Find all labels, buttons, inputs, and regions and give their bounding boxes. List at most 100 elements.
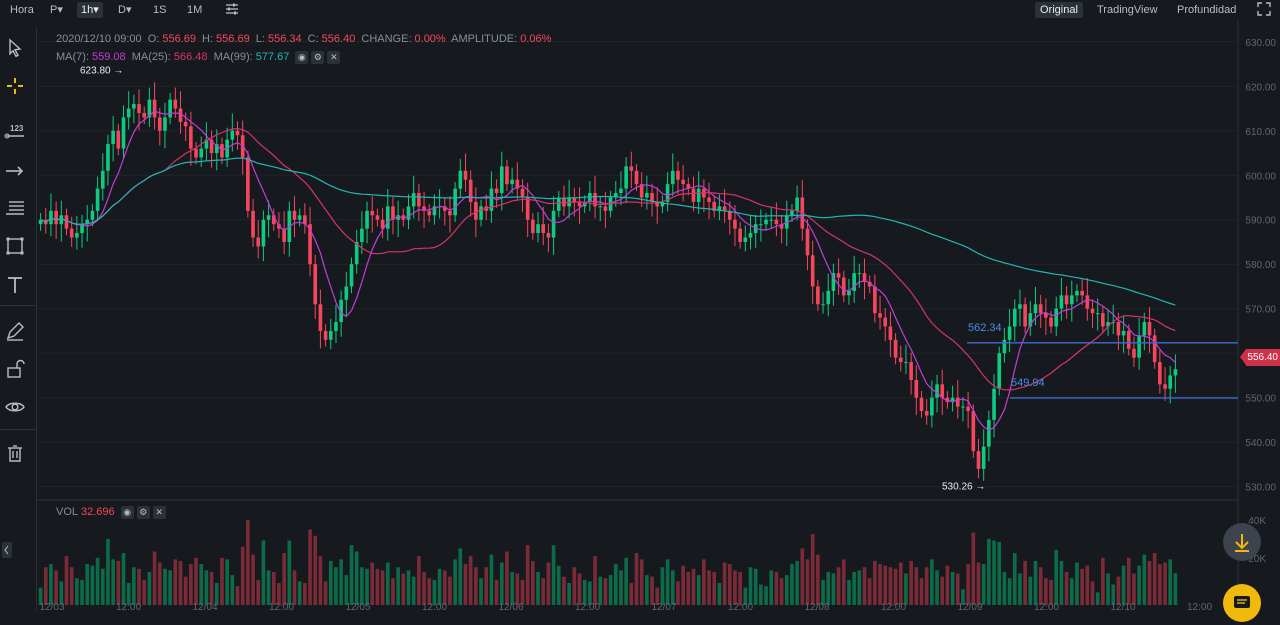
indicator-settings-icon[interactable] <box>225 2 239 18</box>
view-original[interactable]: Original <box>1035 2 1083 18</box>
volume-bar <box>1054 549 1059 605</box>
vol-close-icon[interactable]: ✕ <box>152 506 166 519</box>
volume-bar <box>696 575 701 605</box>
timeframe-period-dropdown[interactable]: P▾ <box>50 4 63 16</box>
vol-visibility-eye-icon[interactable]: ◉ <box>120 506 134 519</box>
crosshair-icon[interactable] <box>4 75 26 97</box>
candle-body <box>303 215 307 225</box>
chat-bubble-icon <box>1234 596 1250 608</box>
x-tick-label: 12/09 <box>957 602 982 611</box>
scroll-to-latest-button[interactable] <box>1223 523 1261 561</box>
candle-body <box>256 237 261 247</box>
volume-bar <box>1126 557 1131 605</box>
candle-body <box>790 210 794 216</box>
cursor-arrow-icon[interactable] <box>4 37 26 59</box>
candle-body <box>1064 295 1069 305</box>
volume-bar <box>163 568 167 605</box>
candle-body <box>619 188 623 194</box>
candle-body <box>665 184 670 202</box>
vol-settings-gear-icon[interactable]: ⚙ <box>136 506 150 519</box>
text-tool-icon[interactable] <box>4 274 26 296</box>
fullscreen-icon[interactable] <box>1257 2 1271 18</box>
volume-bar <box>805 559 810 605</box>
volume-bar <box>1007 578 1012 605</box>
x-tick-label: 12:00 <box>1187 602 1212 611</box>
volume-bar <box>1168 559 1173 605</box>
fib-lines-icon[interactable] <box>4 197 26 219</box>
volume-bar <box>313 535 318 605</box>
candle-body <box>613 193 618 198</box>
volume-bar <box>396 567 400 605</box>
timeframe-1h-dropdown[interactable]: 1h▾ <box>77 2 103 18</box>
volume-bar <box>463 564 468 605</box>
ohlc-amplitude: 0.06% <box>520 33 552 45</box>
candle-body <box>189 126 193 149</box>
volume-bar <box>556 565 561 605</box>
candle-body <box>759 224 763 226</box>
volume-bar <box>826 571 831 605</box>
volume-bar <box>733 570 737 605</box>
volume-bar <box>987 538 991 605</box>
x-tick-label: 12/06 <box>498 602 523 611</box>
volume-bar <box>779 578 784 605</box>
candle-body <box>375 215 380 220</box>
candle-body <box>1023 304 1027 327</box>
ma-settings-gear-icon[interactable]: ⚙ <box>311 51 325 64</box>
volume-bar <box>971 532 976 605</box>
ray-line-icon[interactable] <box>4 160 26 182</box>
timeframe-hora[interactable]: Hora <box>10 4 34 16</box>
candle-body <box>836 273 841 278</box>
volume-bar <box>64 556 69 605</box>
x-tick-label: 12:00 <box>116 602 141 611</box>
candle-body <box>898 357 903 363</box>
ma-close-icon[interactable]: ✕ <box>327 51 341 64</box>
unlock-icon[interactable] <box>4 358 26 380</box>
y-tick-label: 590.00 <box>1245 216 1276 227</box>
pencil-edit-icon[interactable] <box>4 320 26 342</box>
volume-bar <box>665 559 670 605</box>
volume-bar <box>308 529 312 605</box>
volume-bar <box>344 575 349 605</box>
volume-bar <box>748 567 753 605</box>
candle-body <box>826 290 831 305</box>
volume-bar <box>505 551 509 605</box>
volume-bar <box>292 570 297 605</box>
volume-bar <box>1023 560 1027 605</box>
timeframe-1m[interactable]: 1M <box>187 4 203 16</box>
volume-bar <box>1163 562 1167 605</box>
collapse-toolbar-button[interactable] <box>2 542 12 558</box>
trash-delete-icon[interactable] <box>4 442 26 464</box>
volume-bar <box>1049 579 1053 605</box>
volume-bar <box>132 567 136 605</box>
volume-bar <box>1033 560 1038 605</box>
candle-body <box>116 130 121 149</box>
candle-body <box>147 99 152 118</box>
ma-visibility-eye-icon[interactable]: ◉ <box>295 51 309 64</box>
volume-bar <box>116 560 121 605</box>
candle-body <box>1101 313 1105 327</box>
candle-body <box>266 215 271 220</box>
candle-body <box>634 170 639 185</box>
candle-body <box>940 384 945 398</box>
view-profundidad[interactable]: Profundidad <box>1177 4 1237 16</box>
candle-body <box>629 166 634 171</box>
volume-bar <box>603 578 608 605</box>
timeframe-1s[interactable]: 1S <box>153 4 167 16</box>
volume-bar <box>100 568 105 605</box>
eye-visibility-icon[interactable] <box>4 396 26 418</box>
rectangle-shape-icon[interactable] <box>4 235 26 257</box>
timeframe-day-dropdown[interactable]: D▾ <box>118 4 132 16</box>
candle-body <box>546 233 551 238</box>
volume-bar <box>531 560 535 605</box>
candle-body <box>1028 313 1033 327</box>
volume-bar <box>955 573 960 605</box>
price-chart[interactable]: 630.00 620.00 610.00 600.00 590.00 580.00 570.… <box>0 0 1280 611</box>
candle-body <box>924 411 929 416</box>
chat-support-button[interactable] <box>1223 584 1261 622</box>
ohlc-open: 556.69 <box>162 33 196 45</box>
candle-body <box>1085 295 1090 309</box>
volume-bar <box>391 578 395 605</box>
volume-bar <box>572 567 577 605</box>
ma99-label: MA(99): <box>213 51 253 64</box>
view-tradingview[interactable]: TradingView <box>1097 4 1158 16</box>
